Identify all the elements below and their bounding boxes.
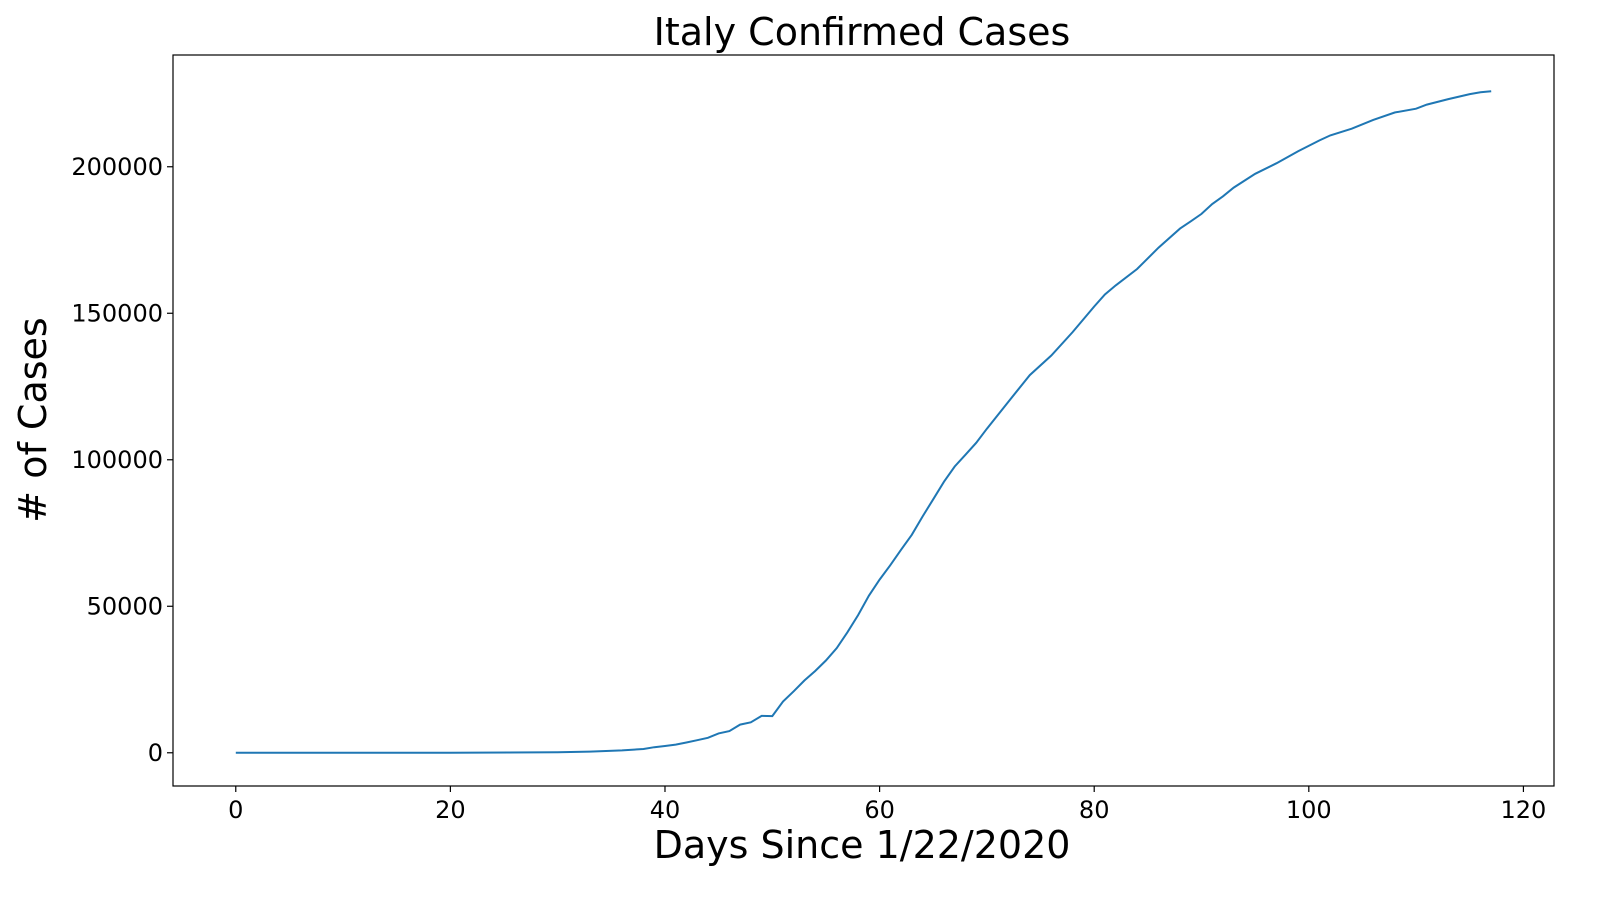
x-axis: 0 20 40 60 80 100 120 xyxy=(228,786,1546,824)
series-line xyxy=(235,90,1492,754)
y-axis-label: # of Cases xyxy=(11,317,55,522)
x-tick-label: 40 xyxy=(650,796,681,824)
y-tick-label: 0 xyxy=(148,739,163,767)
x-tick-label: 80 xyxy=(1079,796,1110,824)
y-tick-label: 100000 xyxy=(71,446,163,474)
plot-area: 0 20 40 60 80 100 120 0 50000 100000 150000 200000 xyxy=(71,54,1555,824)
x-axis-label: Days Since 1/22/2020 xyxy=(654,823,1071,867)
x-tick-label: 20 xyxy=(435,796,466,824)
y-tick-label: 50000 xyxy=(87,592,163,620)
x-tick-label: 60 xyxy=(864,796,895,824)
y-tick-label: 200000 xyxy=(71,153,163,181)
x-tick-label: 0 xyxy=(228,796,243,824)
x-tick-label: 100 xyxy=(1286,796,1332,824)
y-axis: 0 50000 100000 150000 200000 xyxy=(71,153,173,767)
y-tick-label: 150000 xyxy=(71,299,163,327)
chart-title: Italy Confirmed Cases xyxy=(654,10,1071,54)
plot-frame xyxy=(172,54,1555,787)
x-tick-label: 120 xyxy=(1501,796,1547,824)
